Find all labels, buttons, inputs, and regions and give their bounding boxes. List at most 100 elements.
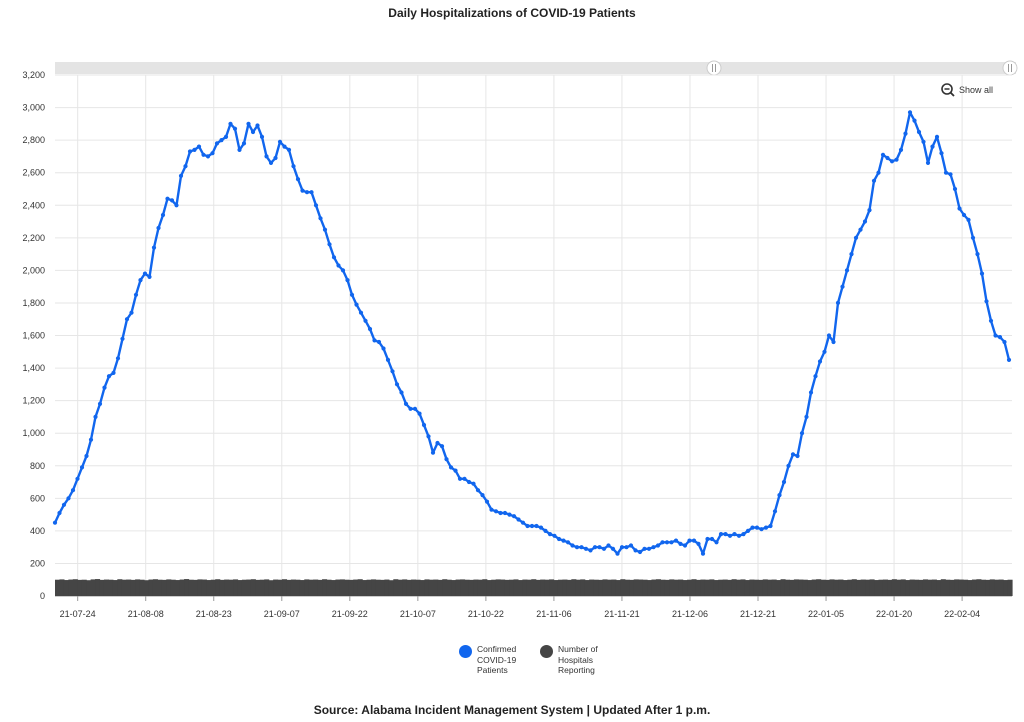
hospitals-reporting-bar	[451, 580, 457, 596]
hospitals-reporting-bar	[949, 579, 955, 596]
legend-item-confirmed[interactable]: Confirmed COVID-19 Patients	[459, 644, 527, 676]
hospitals-reporting-bar	[201, 579, 207, 596]
show-all-button[interactable]: Show all	[941, 82, 993, 98]
confirmed-patients-point	[529, 523, 535, 529]
y-tick-label: 200	[30, 558, 45, 568]
hospitals-reporting-bar	[379, 579, 385, 596]
hospitals-reporting-bar	[304, 579, 310, 596]
hospitals-reporting-bar	[989, 579, 995, 596]
confirmed-patients-point	[858, 227, 863, 232]
confirmed-patients-point	[318, 216, 323, 221]
confirmed-patients-point	[678, 541, 683, 547]
confirmed-patients-point	[849, 252, 854, 257]
confirmed-patients-point	[655, 543, 661, 548]
y-tick-label: 1,600	[22, 331, 45, 341]
hospitals-reporting-bar	[152, 579, 158, 596]
hospitals-reporting-bar	[473, 579, 479, 596]
confirmed-patients-point	[934, 134, 940, 139]
hospitals-reporting-bar	[562, 579, 568, 596]
y-tick-label: 3,200	[22, 70, 45, 80]
confirmed-patients-point	[889, 159, 895, 164]
confirmed-patients-point	[174, 203, 179, 208]
hospitals-reporting-bar	[695, 579, 702, 596]
confirmed-patients-point	[147, 274, 152, 279]
hospitals-reporting-bar	[55, 579, 61, 596]
hospitals-reporting-bar	[504, 579, 510, 596]
confirmed-patients-point	[187, 149, 193, 154]
hospitals-reporting-bar	[344, 579, 350, 596]
x-tick-label: 21-11-21	[604, 609, 639, 619]
y-tick-label: 1,200	[22, 396, 45, 406]
hospitals-reporting-bar	[647, 580, 653, 596]
hospitals-reporting-bar	[829, 579, 835, 596]
hospitals-reporting-bar	[1003, 580, 1009, 596]
confirmed-patients-point	[786, 463, 791, 468]
confirmed-patients-point	[885, 155, 890, 161]
hospitals-reporting-bar	[566, 579, 572, 596]
confirmed-patients-point	[93, 414, 98, 419]
confirmed-patients-point	[111, 370, 116, 375]
confirmed-patients-point	[628, 543, 634, 548]
hospitals-reporting-bar	[273, 579, 279, 596]
confirmed-patients-point	[637, 549, 643, 555]
hospitals-reporting-bar	[486, 580, 492, 596]
hospitals-reporting-bar	[575, 579, 581, 596]
confirmed-patients-point	[525, 523, 530, 529]
hospitals-reporting-bar	[468, 579, 475, 596]
confirmed-patients-point	[228, 121, 233, 126]
confirmed-patients-point	[952, 186, 958, 192]
hospitals-reporting-bar	[95, 579, 101, 596]
hospitals-reporting-bar	[406, 579, 412, 596]
legend-item-hospitals[interactable]: Number of Hospitals Reporting	[540, 644, 608, 676]
confirmed-patients-point	[489, 507, 494, 512]
hospitals-reporting-bar	[206, 580, 212, 596]
hospitals-reporting-bar	[833, 579, 840, 596]
y-tick-label: 0	[40, 591, 45, 601]
hospitals-reporting-bar	[428, 579, 434, 596]
confirmed-patients-point	[57, 510, 62, 516]
hospitals-reporting-bar	[103, 579, 110, 596]
hospitals-reporting-bar	[633, 579, 639, 596]
confirmed-patients-point	[579, 545, 584, 550]
y-tick-label: 3,000	[22, 103, 45, 113]
hospitals-reporting-bar	[322, 579, 328, 596]
hospitals-reporting-bar	[442, 579, 448, 596]
hospitals-reporting-bar	[424, 579, 430, 596]
hospitals-reporting-bar	[535, 579, 541, 596]
confirmed-patients-point	[133, 292, 139, 297]
confirmed-patients-point	[457, 476, 463, 481]
x-tick-label: 22-01-20	[876, 609, 912, 619]
range-navigator-left-handle[interactable]	[706, 60, 722, 76]
confirmed-patients-point	[768, 523, 773, 529]
confirmed-patients-point	[84, 453, 89, 459]
confirmed-patients-point	[421, 422, 427, 428]
confirmed-patients-point	[367, 326, 373, 332]
hospitals-reporting-bar	[90, 579, 96, 596]
hospitals-reporting-bar	[286, 579, 292, 596]
hospitals-reporting-bar	[117, 579, 123, 596]
legend-marker-confirmed	[459, 645, 472, 658]
hospitals-reporting-bar	[290, 579, 296, 596]
confirmed-patients-point	[403, 401, 409, 406]
confirmed-patients-point	[538, 525, 544, 530]
hospitals-reporting-bar	[299, 580, 305, 596]
hospitals-reporting-bar	[250, 579, 256, 596]
confirmed-patients-point	[246, 121, 251, 126]
confirmed-patients-point	[763, 525, 769, 530]
hospitals-reporting-bar	[985, 579, 991, 596]
gridlines	[55, 74, 1012, 597]
hospitals-reporting-bar	[704, 579, 710, 596]
legend-label-hospitals: Number of Hospitals Reporting	[558, 644, 598, 675]
hospitals-reporting-bar	[927, 579, 933, 596]
confirmed-patients-point	[336, 263, 341, 268]
range-navigator-right-handle[interactable]	[1002, 60, 1018, 76]
hospitals-reporting-bar	[767, 579, 773, 596]
hospitals-reporting-bar	[63, 580, 69, 596]
hospitals-reporting-bar	[971, 579, 977, 596]
range-navigator-track[interactable]	[55, 62, 1016, 74]
hospitals-reporting-bar	[878, 579, 884, 596]
confirmed-patients-point	[682, 543, 688, 548]
confirmed-patients-point	[268, 160, 274, 165]
hospitals-reporting-bar	[856, 579, 862, 596]
hospitals-reporting-bar	[598, 579, 604, 596]
